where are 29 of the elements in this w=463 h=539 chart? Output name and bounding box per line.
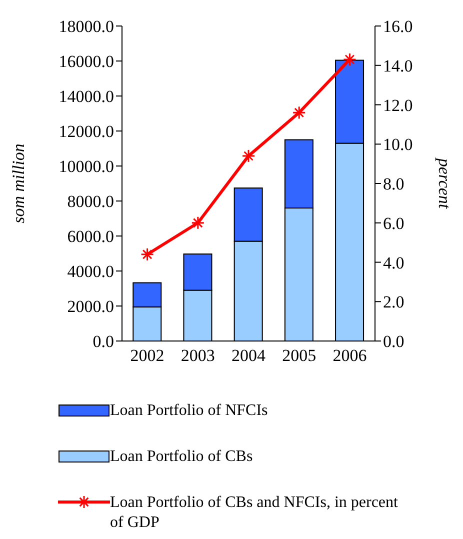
y2-tick-label: 10.0 (383, 135, 413, 154)
y-tick-label: 8000.0 (67, 192, 114, 212)
y-tick-label: 2000.0 (67, 297, 114, 316)
y2-tick-label: 14.0 (383, 56, 413, 76)
legend-label: Loan Portfolio of CBs (110, 447, 254, 467)
y-tick-label: 14000.0 (58, 87, 114, 106)
y2-tick-label: 4.0 (383, 253, 404, 272)
x-tick-label: 2003 (180, 346, 215, 366)
y2-tick-label: 16.0 (383, 17, 413, 36)
y2-tick-label: 0.0 (383, 332, 404, 352)
y-tick-label: 0.0 (92, 332, 114, 352)
x-tick-label: 2004 (232, 346, 266, 366)
y-tick-label: 10000.0 (58, 157, 114, 176)
x-tick-label: 2002 (130, 346, 164, 366)
y2-axis-title: percent (434, 157, 454, 210)
y-tick-label: 18000.0 (58, 17, 114, 36)
y2-tick-label: 6.0 (383, 214, 404, 233)
x-tick-label: 2005 (282, 346, 316, 366)
x-tick-label: 2006 (332, 346, 367, 366)
legend-label: Loan Portfolio of CBs and NFCIs, in percent of GDP (110, 493, 399, 533)
legend-label: Loan Portfolio of NFCIs (110, 401, 269, 421)
y2-tick-label: 8.0 (383, 174, 404, 194)
y-axis-title: som million (9, 144, 28, 224)
y2-tick-label: 12.0 (383, 96, 413, 115)
y-tick-label: 4000.0 (67, 262, 114, 282)
y-tick-label: 12000.0 (58, 122, 114, 142)
y-tick-label: 6000.0 (67, 227, 114, 246)
y2-tick-label: 2.0 (383, 292, 404, 312)
y-tick-label: 16000.0 (58, 52, 114, 72)
